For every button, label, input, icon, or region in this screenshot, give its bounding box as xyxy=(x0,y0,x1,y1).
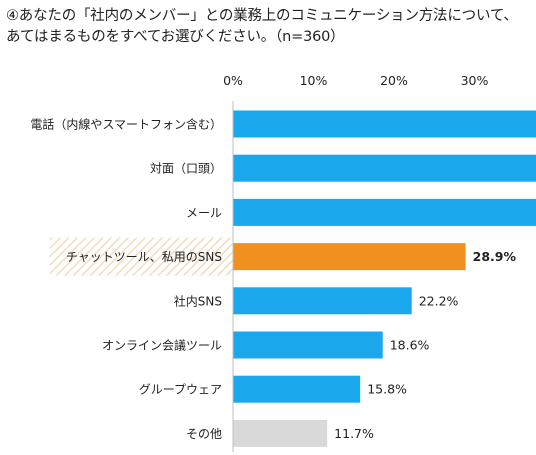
value-label: 15.8% xyxy=(367,382,407,397)
value-label: 11.7% xyxy=(334,426,374,441)
x-tick-label: 20% xyxy=(380,73,408,88)
bar xyxy=(233,154,536,182)
bar xyxy=(233,331,383,359)
bar xyxy=(233,198,536,226)
x-tick-label: 30% xyxy=(461,73,489,88)
bar xyxy=(233,419,328,447)
chart-title-line-1: ④あなたの「社内のメンバー」との業務上のコミュニケーション方法について、 xyxy=(6,8,518,24)
value-label: 22.2% xyxy=(419,293,459,308)
category-label: 対面（口頭） xyxy=(150,162,222,176)
category-label: チャットツール、私用のSNS xyxy=(66,250,222,264)
bar xyxy=(233,287,412,315)
category-label: 社内SNS xyxy=(174,293,222,308)
x-tick-label: 10% xyxy=(300,73,328,88)
category-label: 電話（内線やスマートフォン含む） xyxy=(30,117,222,132)
bar xyxy=(233,110,536,138)
value-label: 18.6% xyxy=(390,338,430,353)
chart-title-line-2: あてはまるものをすべてお選びください。（n=360） xyxy=(6,29,345,45)
category-label: オンライン会議ツール xyxy=(102,339,222,353)
highlight-band xyxy=(50,237,233,276)
category-label: その他 xyxy=(186,427,222,441)
x-tick-label: 0% xyxy=(223,73,243,88)
bar xyxy=(233,375,361,403)
value-label: 28.9% xyxy=(473,249,517,264)
chart-title: ④あなたの「社内のメンバー」との業務上のコミュニケーション方法について、 あては… xyxy=(6,6,532,48)
category-label: グループウェア xyxy=(139,383,222,397)
bar xyxy=(233,243,466,271)
category-label: メール xyxy=(186,206,222,220)
